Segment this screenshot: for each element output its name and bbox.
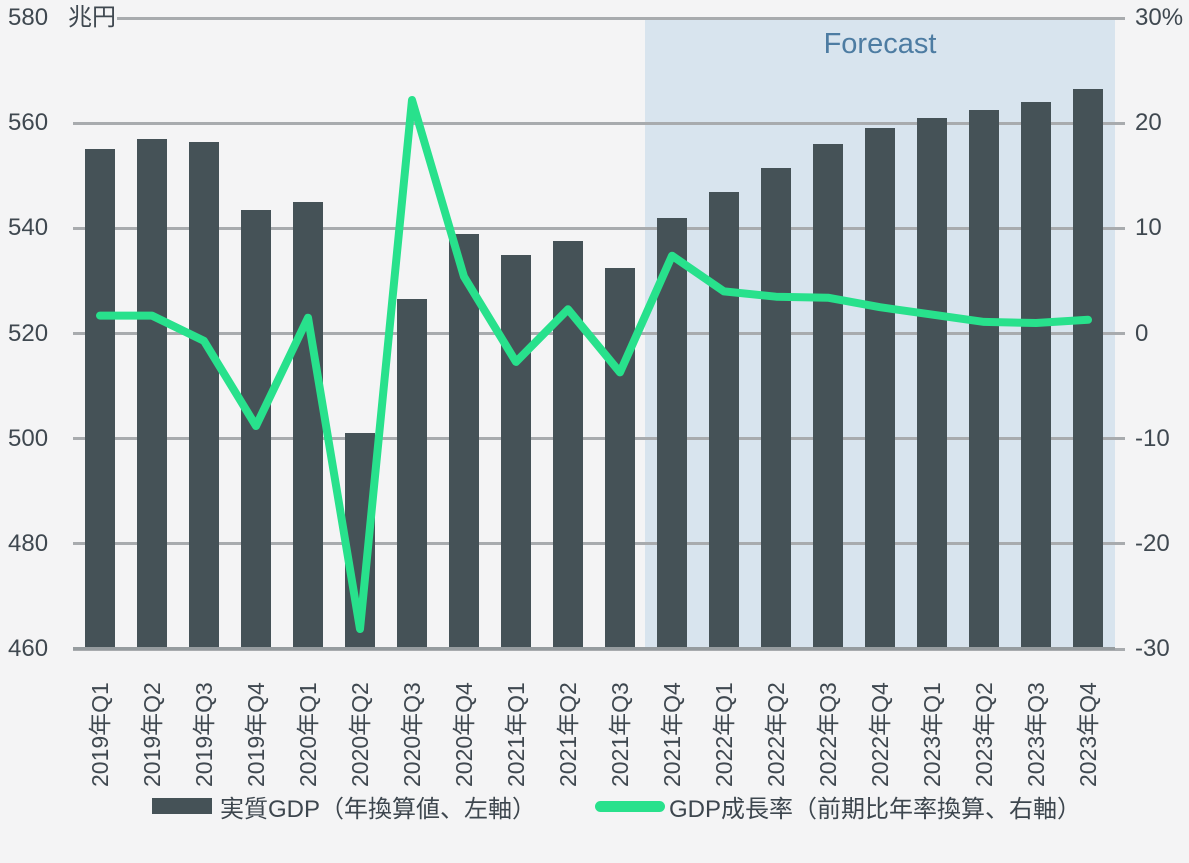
gridline [73,437,1125,441]
left-axis-tick-label: 540 [8,214,49,242]
gdp-bar-2023年Q4 [1073,88,1103,649]
legend: 実質GDP（年換算値、左軸） GDP成長率（前期比年率換算、右軸） [0,790,1189,830]
x-axis-label-2022年Q1: 2022年Q1 [711,682,737,787]
x-axis-label-2021年Q2: 2021年Q2 [555,682,581,787]
x-axis-label-2020年Q1: 2020年Q1 [295,682,321,787]
gdp-bar-2022年Q1 [709,191,739,649]
x-axis-label-2019年Q2: 2019年Q2 [139,682,165,787]
gdp-bar-2023年Q2 [969,110,999,649]
x-axis-label-2021年Q4: 2021年Q4 [659,682,685,787]
x-axis-label-2020年Q4: 2020年Q4 [451,682,477,787]
gdp-bar-2020年Q1 [293,202,323,649]
x-axis-label-2021年Q3: 2021年Q3 [607,682,633,787]
line-series-swatch [595,800,665,812]
gridline [73,332,1125,335]
legend-label-growth-rate: GDP成長率（前期比年率換算、右軸） [669,795,1082,823]
gdp-bar-2021年Q1 [501,254,531,649]
gdp-bar-2021年Q4 [657,217,687,649]
right-axis-tick-label: -20 [1135,529,1170,557]
x-axis-label-2021年Q1: 2021年Q1 [503,682,529,787]
gdp-bar-2023年Q3 [1021,102,1051,649]
gdp-bar-2022年Q2 [761,167,791,649]
right-axis-tick-label: 10 [1135,214,1162,242]
x-axis-label-2022年Q2: 2022年Q2 [763,682,789,787]
gdp-bar-2019年Q3 [189,141,219,649]
legend-item-growth-rate: GDP成長率（前期比年率換算、右軸） [595,790,1082,823]
gridline [73,121,1125,125]
right-axis-tick-label: 20 [1135,109,1162,137]
right-axis-tick-label: -30 [1135,635,1170,662]
bar-series-swatch [152,798,212,814]
left-axis-unit-label: 兆円 [68,4,116,31]
gridline [73,542,1125,546]
left-axis-tick-label: 480 [8,529,49,557]
x-axis-line [73,647,1115,650]
gdp-bar-2019年Q4 [241,209,271,649]
x-axis-label-2020年Q2: 2020年Q2 [347,682,373,787]
left-axis-tick-label: 580 [8,4,49,31]
forecast-label: Forecast [823,28,937,60]
gdp-bar-2020年Q2 [345,433,375,649]
x-axis-label-2023年Q3: 2023年Q3 [1023,682,1049,787]
left-axis-tick-label: 460 [8,635,49,662]
gdp-bar-2021年Q2 [553,241,583,649]
right-axis-tick-label: 0 [1135,319,1149,347]
gdp-bar-2021年Q3 [605,267,635,649]
left-axis-tick-label: 500 [8,424,49,452]
right-axis-tick-label: -10 [1135,424,1170,452]
x-axis-label-2023年Q1: 2023年Q1 [919,682,945,787]
x-axis-label-2022年Q4: 2022年Q4 [867,682,893,787]
gdp-bar-2022年Q4 [865,128,895,649]
gridline [117,16,1125,20]
gdp-bar-2022年Q3 [813,144,843,649]
gdp-bar-2019年Q1 [85,149,115,649]
left-axis-tick-label: 520 [8,319,49,347]
gdp-bar-2020年Q4 [449,233,479,649]
right-axis-tick-label: 30% [1135,4,1184,31]
x-axis-label-2022年Q3: 2022年Q3 [815,682,841,787]
x-axis-label-2019年Q3: 2019年Q3 [191,682,217,787]
x-axis-label-2020年Q3: 2020年Q3 [399,682,425,787]
x-axis-label-2019年Q4: 2019年Q4 [243,682,269,787]
legend-label-real-gdp: 実質GDP（年換算値、左軸） [220,795,537,823]
x-axis-label-2023年Q4: 2023年Q4 [1075,682,1101,787]
gdp-bar-2019年Q2 [137,138,167,649]
gridline [73,226,1125,230]
x-axis-label-2023年Q2: 2023年Q2 [971,682,997,787]
x-axis-label-2019年Q1: 2019年Q1 [87,682,113,787]
gdp-bar-2020年Q3 [397,299,427,649]
gdp-bar-2023年Q1 [917,117,947,649]
legend-item-real-gdp: 実質GDP（年換算値、左軸） [152,790,537,823]
left-axis-tick-label: 560 [8,109,49,137]
